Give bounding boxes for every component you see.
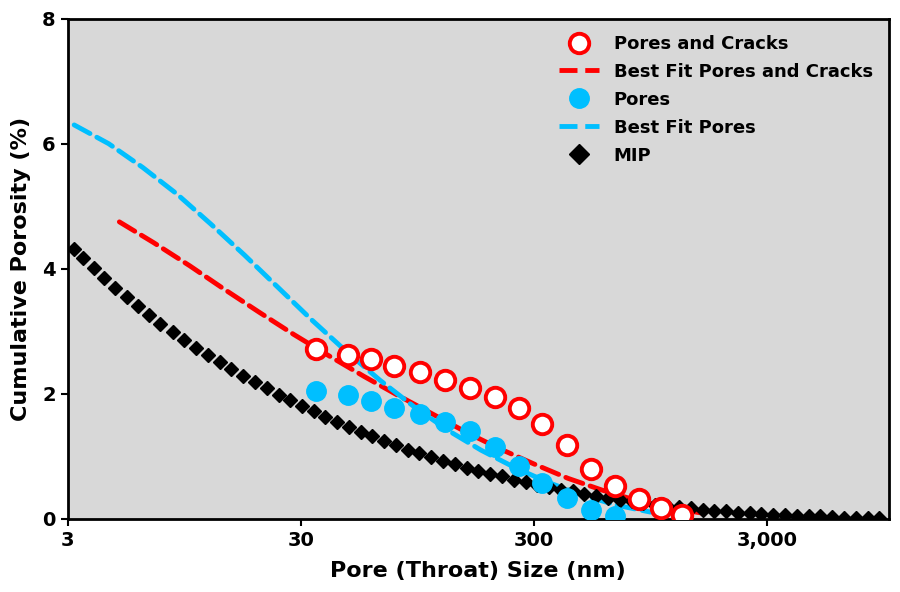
Best Fit Pores and Cracks [597, 487, 608, 494]
Pores and Cracks [414, 368, 425, 375]
Best Fit Pores [409, 403, 419, 410]
Best Fit Pores and Cracks [462, 429, 472, 436]
Best Fit Pores [509, 464, 520, 471]
MIP [874, 515, 885, 522]
Best Fit Pores and Cracks [698, 510, 709, 517]
Best Fit Pores [544, 479, 554, 486]
Line: Pores: Pores [307, 381, 625, 526]
Pores [440, 419, 451, 426]
Line: Best Fit Pores: Best Fit Pores [74, 125, 651, 512]
MIP [309, 408, 320, 415]
Pores [388, 404, 399, 411]
X-axis label: Pore (Throat) Size (nm): Pore (Throat) Size (nm) [330, 561, 626, 581]
Line: Pores and Cracks: Pores and Cracks [307, 339, 692, 525]
MIP [274, 391, 284, 398]
Best Fit Pores and Cracks [325, 353, 336, 360]
Best Fit Pores [577, 491, 588, 498]
Pores [586, 506, 597, 513]
Best Fit Pores and Cracks [495, 445, 506, 452]
Legend: Pores and Cracks, Best Fit Pores and Cracks, Pores, Best Fit Pores, MIP: Pores and Cracks, Best Fit Pores and Cra… [552, 28, 880, 172]
Line: Best Fit Pores and Cracks: Best Fit Pores and Cracks [120, 222, 704, 513]
Best Fit Pores [273, 284, 284, 291]
Pores and Cracks [655, 504, 666, 511]
Pores [562, 495, 572, 502]
Pores and Cracks [536, 420, 547, 427]
Best Fit Pores [239, 252, 250, 259]
Pores [311, 387, 322, 394]
Best Fit Pores [475, 446, 486, 453]
Pores and Cracks [440, 377, 451, 384]
Pores and Cracks [610, 483, 621, 490]
MIP [508, 476, 519, 483]
Y-axis label: Cumulative Porosity (%): Cumulative Porosity (%) [11, 117, 32, 421]
Best Fit Pores [138, 164, 148, 171]
Best Fit Pores and Cracks [392, 391, 403, 398]
Best Fit Pores [307, 317, 318, 324]
Pores and Cracks [562, 442, 572, 449]
Best Fit Pores [104, 140, 114, 147]
Best Fit Pores [205, 220, 216, 227]
Pores [343, 391, 354, 398]
Best Fit Pores [374, 377, 385, 384]
Pores and Cracks [365, 356, 376, 363]
Best Fit Pores [171, 190, 182, 197]
Best Fit Pores and Cracks [114, 218, 125, 226]
Best Fit Pores and Cracks [664, 504, 675, 511]
Pores and Cracks [343, 352, 354, 359]
Best Fit Pores [442, 427, 453, 434]
Pores and Cracks [464, 384, 475, 391]
Pores [464, 428, 475, 435]
Best Fit Pores and Cracks [630, 497, 641, 504]
MIP [249, 378, 260, 385]
Best Fit Pores and Cracks [288, 331, 299, 338]
Best Fit Pores and Cracks [427, 410, 437, 417]
Best Fit Pores [68, 121, 79, 128]
Pores [610, 512, 621, 519]
Pores [414, 410, 425, 417]
Best Fit Pores and Cracks [148, 239, 158, 246]
Pores and Cracks [634, 496, 644, 503]
Pores and Cracks [388, 362, 399, 369]
Pores [365, 398, 376, 405]
Best Fit Pores and Cracks [358, 373, 369, 380]
Best Fit Pores [341, 348, 352, 355]
Pores and Cracks [677, 511, 688, 518]
Best Fit Pores [611, 501, 622, 509]
Pores and Cracks [311, 345, 322, 352]
Best Fit Pores [645, 509, 656, 516]
Best Fit Pores and Cracks [562, 475, 573, 482]
Best Fit Pores and Cracks [528, 461, 539, 468]
Best Fit Pores and Cracks [184, 262, 195, 269]
MIP [744, 510, 755, 517]
Pores [490, 443, 500, 451]
Pores and Cracks [586, 465, 597, 472]
MIP [756, 510, 767, 517]
Pores [536, 479, 547, 486]
Pores [514, 462, 525, 469]
Line: MIP: MIP [69, 244, 885, 523]
MIP [68, 245, 79, 252]
Pores and Cracks [490, 394, 500, 401]
Best Fit Pores and Cracks [255, 309, 266, 316]
Best Fit Pores and Cracks [218, 285, 229, 292]
Pores and Cracks [514, 404, 525, 411]
